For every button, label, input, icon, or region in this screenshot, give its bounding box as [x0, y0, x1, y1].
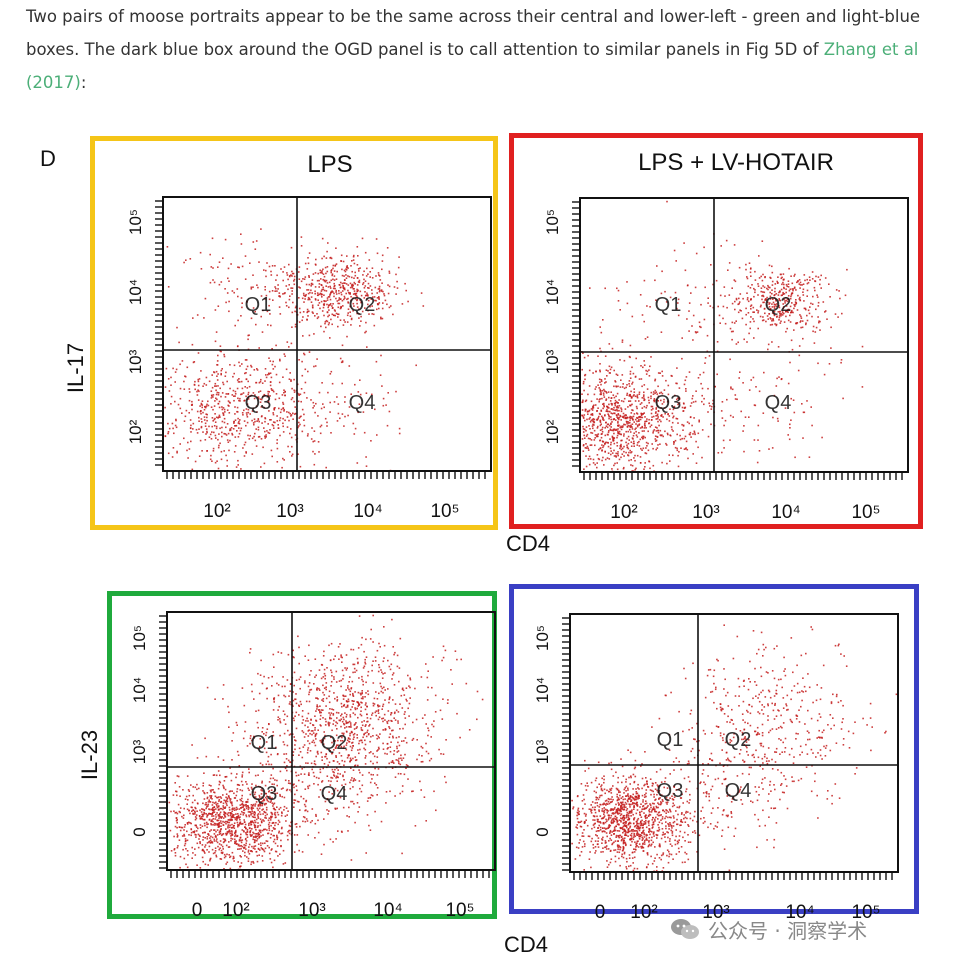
bottom-left-quadrant-label: Q2 — [321, 732, 348, 754]
top-right-plot-frame — [579, 197, 909, 473]
top-left-x-tick-label: 10⁵ — [430, 501, 459, 522]
top-right-scatter-dots — [581, 200, 864, 473]
top-right-x-tick-label: 10⁴ — [771, 502, 800, 523]
top-left-y-tick-label: 10⁵ — [126, 209, 145, 235]
bottom-left-y-tick-label: 0 — [130, 827, 149, 836]
top-right-quadrant-label: Q2 — [765, 294, 792, 316]
xlabel-cd4-bottom: CD4 — [504, 932, 548, 957]
bottom-right-quadrant-label: Q4 — [725, 780, 752, 802]
top-left-quadrant-label: Q3 — [245, 392, 272, 414]
bottom-right-x-tick-label: 10² — [630, 902, 657, 923]
article-paragraph: Two pairs of moose portraits appear to b… — [26, 0, 946, 99]
bottom-left-quadrant-label: Q1 — [251, 732, 278, 754]
xlabel-cd4-top: CD4 — [506, 531, 550, 556]
bottom-left-y-tick-label: 10³ — [130, 739, 149, 764]
paragraph-end: : — [80, 73, 87, 92]
top-right-y-tick-label: 10³ — [543, 349, 562, 374]
top-right-y-tick-label: 10⁵ — [543, 209, 562, 235]
bottom-left-quadrant-label: Q4 — [321, 783, 348, 805]
top-right-x-tick-label: 10² — [610, 502, 637, 523]
title-lps-lv-hotair: LPS + LV-HOTAIR — [638, 149, 834, 176]
bottom-right-y-tick-label: 10⁴ — [533, 677, 552, 703]
top-left-y-tick-label: 10³ — [126, 349, 145, 374]
bottom-left-quadrant-label: Q3 — [251, 783, 278, 805]
bottom-left-x-tick-label: 10³ — [298, 900, 325, 921]
top-right-quadrant-label: Q3 — [655, 392, 682, 414]
watermark: 公众号 · 洞察学术 — [670, 912, 867, 946]
bottom-left-x-tick-label: 10⁵ — [445, 900, 474, 921]
citation-link[interactable]: Zhang et al (2017) — [26, 40, 919, 92]
watermark-text: 公众号 · 洞察学术 — [708, 918, 868, 943]
top-left-x-tick-label: 10⁴ — [353, 501, 382, 522]
bottom-right-x-tick-label: 10³ — [702, 902, 729, 923]
bottom-left-x-tick-label: 0 — [192, 900, 203, 921]
bottom-right-quadrant-label: Q3 — [657, 780, 684, 802]
bottom-right-highlight-box — [509, 584, 919, 914]
bottom-left-x-tick-label: 10⁴ — [373, 900, 402, 921]
top-left-x-tick-label: 10² — [203, 501, 230, 522]
top-right-x-tick-label: 10³ — [692, 502, 719, 523]
bottom-right-plot-frame — [569, 613, 899, 873]
top-right-quadrant-label: Q4 — [765, 392, 792, 414]
bottom-right-quadrant-label: Q2 — [725, 729, 752, 751]
bottom-left-y-tick-label: 10⁴ — [130, 677, 149, 703]
top-right-x-tick-label: 10⁵ — [851, 502, 880, 523]
top-left-quadrant-label: Q4 — [349, 392, 376, 414]
panel-letter: D — [40, 146, 56, 171]
bottom-right-y-tick-label: 0 — [533, 827, 552, 836]
top-right-y-tick-label: 10⁴ — [543, 279, 562, 305]
bottom-left-plot-frame — [166, 611, 496, 871]
bottom-right-x-tick-label: 10⁵ — [851, 902, 880, 923]
top-left-quadrant-label: Q1 — [245, 294, 272, 316]
bottom-right-x-tick-label: 0 — [595, 902, 606, 923]
bottom-right-y-tick-label: 10³ — [533, 739, 552, 764]
bottom-right-quadrant-label: Q1 — [657, 729, 684, 751]
wechat-icon — [671, 919, 699, 939]
ylabel-il17: IL-17 — [63, 343, 88, 393]
bottom-left-x-tick-label: 10² — [222, 900, 249, 921]
bottom-left-y-tick-label: 10⁵ — [130, 625, 149, 651]
bottom-left-scatter-dots — [168, 614, 484, 871]
top-right-highlight-box — [509, 133, 923, 529]
bottom-right-scatter-dots — [571, 624, 898, 873]
title-lps: LPS — [307, 151, 352, 178]
ylabel-il23: IL-23 — [77, 730, 102, 780]
top-left-quadrant-label: Q2 — [349, 294, 376, 316]
paragraph-text: Two pairs of moose portraits appear to b… — [26, 7, 921, 59]
bottom-right-x-tick-label: 10⁴ — [785, 902, 814, 923]
bottom-right-y-tick-label: 10⁵ — [533, 625, 552, 651]
top-left-highlight-box — [90, 136, 498, 530]
top-right-y-tick-label: 10² — [543, 419, 562, 444]
top-left-plot-frame — [162, 196, 492, 472]
top-left-y-tick-label: 10² — [126, 419, 145, 444]
top-left-x-tick-label: 10³ — [276, 501, 303, 522]
top-right-quadrant-label: Q1 — [655, 294, 682, 316]
top-left-y-tick-label: 10⁴ — [126, 279, 145, 305]
